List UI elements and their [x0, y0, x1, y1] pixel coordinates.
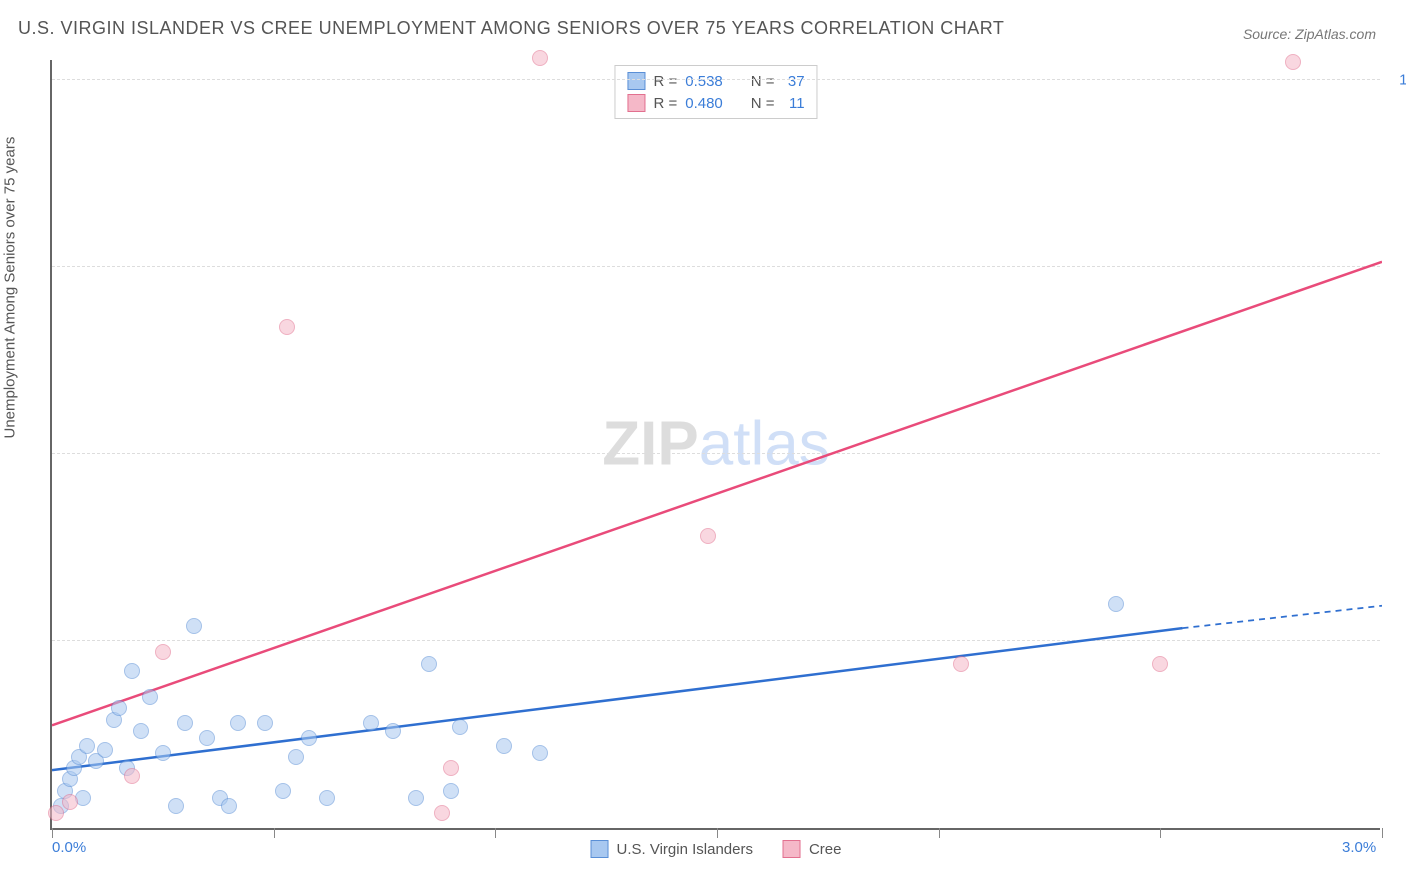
data-point	[532, 745, 548, 761]
x-tick	[1382, 828, 1383, 838]
data-point	[62, 794, 78, 810]
data-point	[79, 738, 95, 754]
legend-swatch	[627, 94, 645, 112]
data-point	[257, 715, 273, 731]
data-point	[443, 760, 459, 776]
data-point	[421, 656, 437, 672]
data-point	[700, 528, 716, 544]
data-point	[186, 618, 202, 634]
x-tick-label: 0.0%	[52, 839, 86, 856]
watermark-atlas: atlas	[699, 410, 830, 479]
stat-n-value: 11	[783, 95, 805, 112]
data-point	[1152, 656, 1168, 672]
x-tick	[274, 828, 275, 838]
data-point	[97, 742, 113, 758]
x-tick	[717, 828, 718, 838]
data-point	[385, 723, 401, 739]
data-point	[168, 798, 184, 814]
data-point	[221, 798, 237, 814]
stat-r-label: R =	[653, 73, 677, 90]
x-tick	[1160, 828, 1161, 838]
stat-n-label: N =	[751, 95, 775, 112]
data-point	[434, 805, 450, 821]
data-point	[230, 715, 246, 731]
data-point	[111, 700, 127, 716]
data-point	[443, 783, 459, 799]
data-point	[319, 790, 335, 806]
watermark-zip: ZIP	[602, 410, 698, 479]
trend-line-dashed	[1183, 606, 1383, 628]
data-point	[1285, 54, 1301, 70]
data-point	[279, 319, 295, 335]
watermark: ZIPatlas	[602, 409, 829, 480]
data-point	[1108, 596, 1124, 612]
data-point	[155, 644, 171, 660]
data-point	[408, 790, 424, 806]
trend-overlay	[52, 60, 1382, 830]
data-point	[496, 738, 512, 754]
data-point	[452, 719, 468, 735]
stats-legend: R = 0.538 N = 37 R = 0.480 N = 11	[614, 65, 817, 119]
data-point	[532, 50, 548, 66]
grid-line-h	[52, 79, 1380, 80]
y-tick-label: 75.0%	[1390, 259, 1406, 276]
correlation-chart: U.S. VIRGIN ISLANDER VS CREE UNEMPLOYMEN…	[0, 0, 1406, 892]
legend-swatch	[627, 72, 645, 90]
y-tick-label: 100.0%	[1390, 72, 1406, 89]
data-point	[301, 730, 317, 746]
chart-source: Source: ZipAtlas.com	[1243, 26, 1376, 42]
trend-line	[52, 262, 1382, 725]
series-legend-item: Cree	[783, 840, 842, 858]
x-tick	[495, 828, 496, 838]
stat-n-value: 37	[783, 73, 805, 90]
legend-swatch	[591, 840, 609, 858]
grid-line-h	[52, 640, 1380, 641]
plot-area: ZIPatlas R =0.538N =37R =0.480N =11 U.S.…	[50, 60, 1380, 830]
grid-line-h	[52, 453, 1380, 454]
data-point	[953, 656, 969, 672]
data-point	[275, 783, 291, 799]
stat-r-label: R =	[653, 95, 677, 112]
series-legend-label: Cree	[809, 841, 842, 858]
data-point	[155, 745, 171, 761]
data-point	[124, 768, 140, 784]
stats-legend-row: R = 0.538 N = 37	[627, 70, 804, 92]
chart-title: U.S. VIRGIN ISLANDER VS CREE UNEMPLOYMEN…	[18, 18, 1004, 39]
stats-legend-row: R = 0.480 N = 11	[627, 92, 804, 114]
legend-swatch	[783, 840, 801, 858]
data-point	[142, 689, 158, 705]
series-legend: U.S. Virgin Islanders Cree	[591, 840, 842, 858]
data-point	[288, 749, 304, 765]
data-point	[124, 663, 140, 679]
data-point	[48, 805, 64, 821]
x-tick-label: 3.0%	[1342, 839, 1376, 856]
data-point	[177, 715, 193, 731]
y-tick-label: 50.0%	[1390, 446, 1406, 463]
y-axis-label: Unemployment Among Seniors over 75 years	[2, 137, 19, 439]
x-tick	[939, 828, 940, 838]
x-tick	[52, 828, 53, 838]
stat-r-value: 0.480	[685, 95, 723, 112]
data-point	[133, 723, 149, 739]
data-point	[199, 730, 215, 746]
y-tick-label: 25.0%	[1390, 633, 1406, 650]
stat-n-label: N =	[751, 73, 775, 90]
trend-line	[52, 628, 1183, 770]
stat-r-value: 0.538	[685, 73, 723, 90]
data-point	[363, 715, 379, 731]
series-legend-item: U.S. Virgin Islanders	[591, 840, 753, 858]
series-legend-label: U.S. Virgin Islanders	[617, 841, 753, 858]
grid-line-h	[52, 266, 1380, 267]
